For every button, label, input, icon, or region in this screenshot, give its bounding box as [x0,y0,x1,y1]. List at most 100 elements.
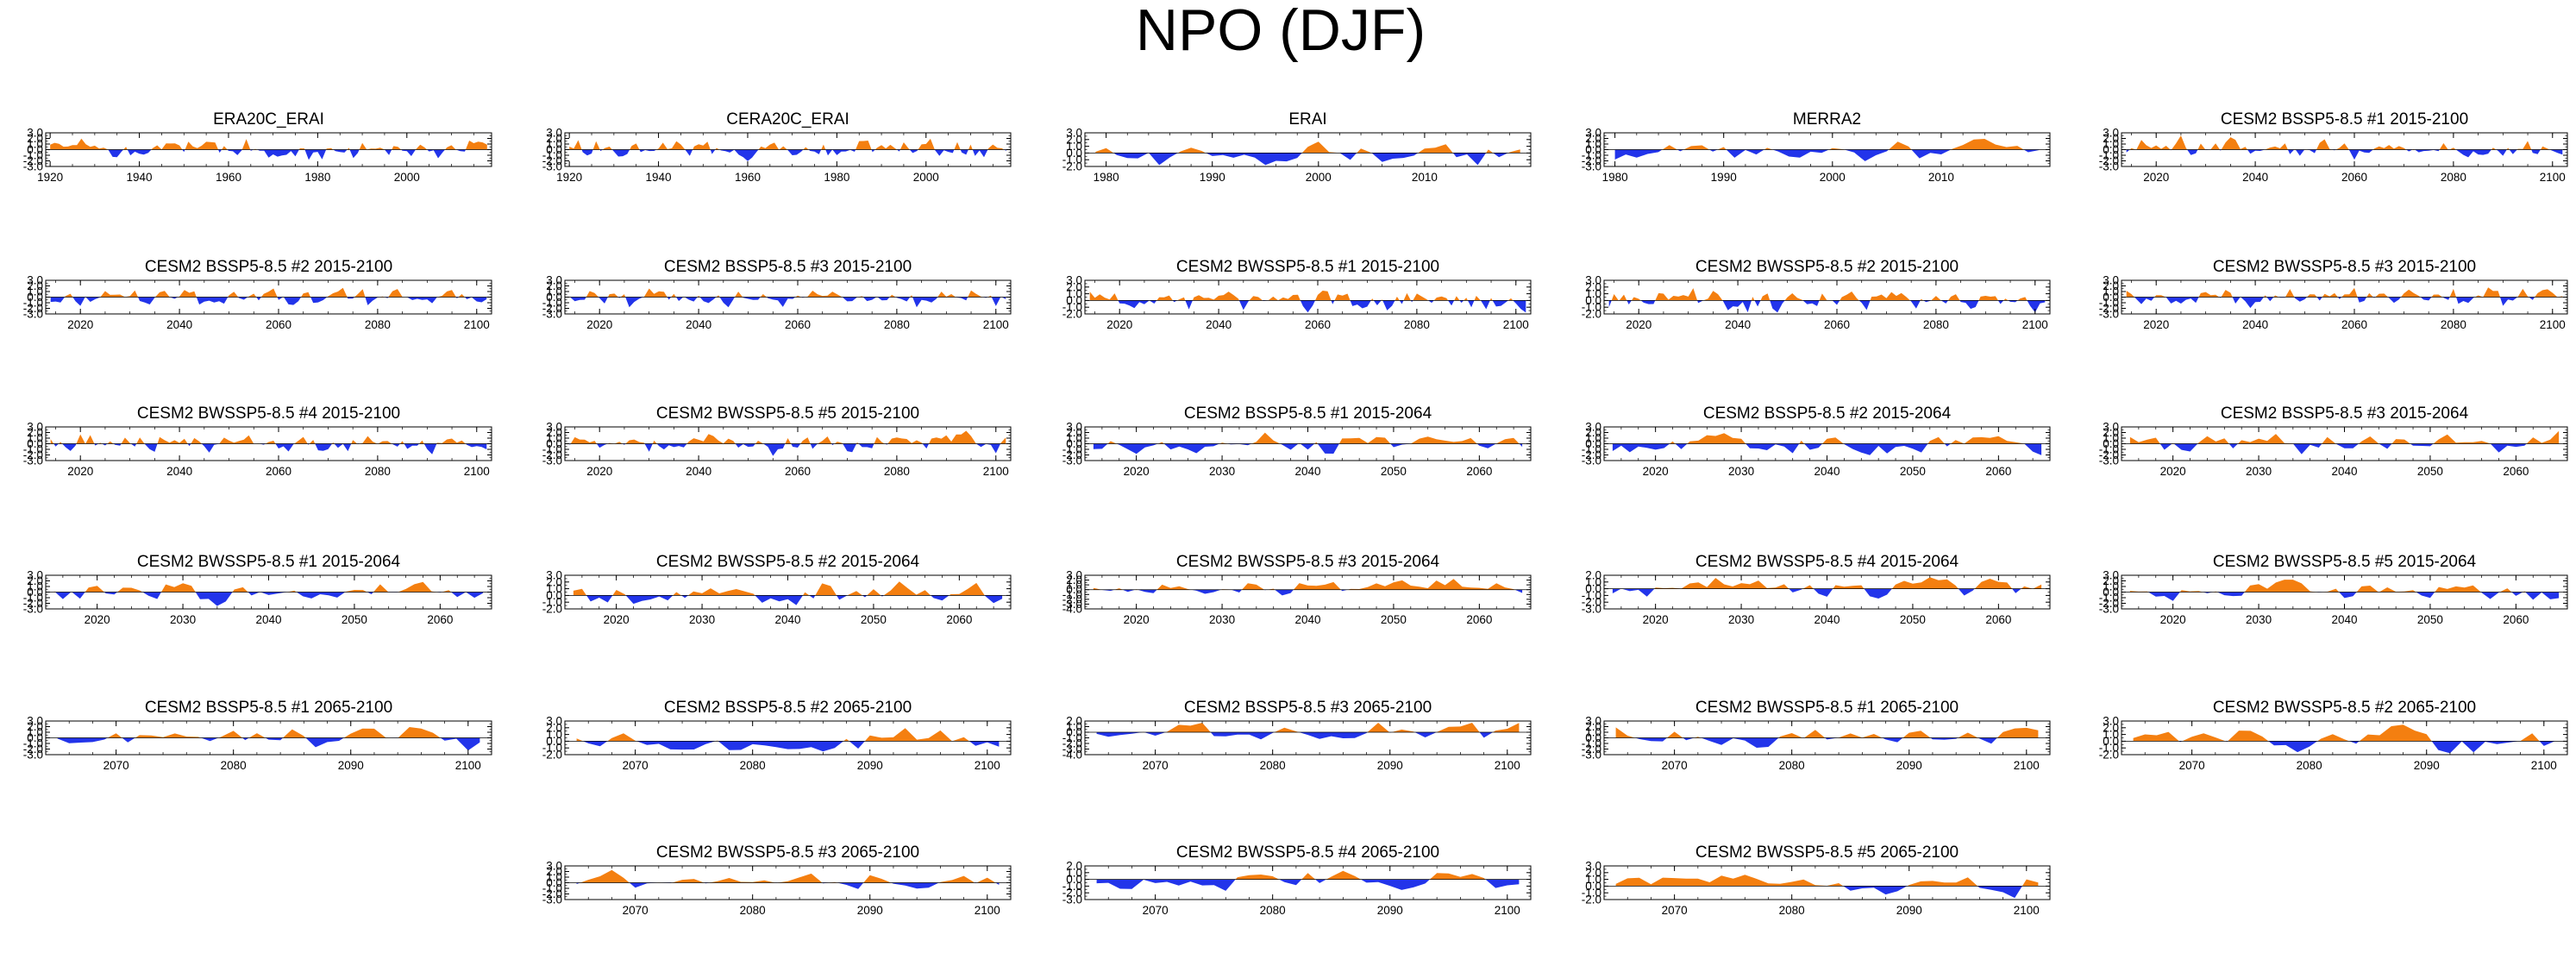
negative-area [53,592,484,606]
y-tick-label: -2.0 [23,302,43,315]
positive-area [2126,135,2563,150]
y-tick-label: 0.0 [2103,586,2119,599]
negative-area [1093,443,1523,455]
x-tick-label: 2040 [166,465,192,478]
y-tick-label: -3.0 [2099,308,2119,321]
x-tick-label: 2000 [1306,171,1332,184]
negative-area [2129,592,2560,601]
panel-18: CESM2 BWSSP5-8.5 #3 2015-2064 3.02.01.00.… [1062,553,1532,626]
negative-area [569,297,1006,308]
x-tick-label: 1940 [127,171,153,184]
y-tick-label: 1.0 [1585,873,1601,886]
x-tick-label: 2020 [1643,465,1669,478]
y-tick-label: -2.0 [1582,448,1601,461]
y-tick-label: 3.0 [27,569,43,582]
y-tick-label: 2.0 [546,132,562,145]
y-tick-label: 1.0 [1066,579,1082,592]
y-tick-label: 3.0 [27,127,43,140]
y-tick-label: 2.0 [1585,280,1601,293]
x-tick-label: 2020 [1626,318,1652,331]
y-tick-label: 1.0 [546,582,562,595]
y-tick-label: -2.0 [1062,448,1082,461]
panel-title: CESM2 BWSSP5-8.5 #2 2015-2100 [1695,258,1959,276]
y-tick-label: -1.0 [542,149,562,162]
y-tick-label: 3.0 [546,860,562,873]
y-tick-label: -3.0 [1582,160,1601,173]
x-tick-label: 2040 [1206,318,1232,331]
y-tick-label: 3.0 [546,421,562,434]
x-tick-label: 2060 [266,465,291,478]
y-tick-label: 1.0 [546,871,562,884]
y-tick-label: 1.0 [27,138,43,151]
y-tick-label: -1.0 [542,596,562,609]
panel-3: ERAI 3.02.01.00.0-1.0-2.0 1980 1990 2000 2010 [1062,110,1532,184]
x-tick-label: 2030 [1728,613,1754,626]
panel-28: CESM2 BWSSP5-8.5 #5 2065-2100 3.02.01.00.… [1582,843,2051,917]
y-tick-label: 3.0 [27,421,43,434]
x-tick-label: 1980 [1094,171,1119,184]
y-tick-label: 3.0 [546,127,562,140]
negative-area [1608,300,2046,313]
y-tick-label: -3.0 [1062,894,1082,906]
y-tick-label: 3.0 [1585,274,1601,287]
positive-area [1093,432,1523,444]
y-tick-label: 1.0 [1066,866,1082,879]
x-tick-label: 2060 [2341,171,2367,184]
x-tick-label: 1990 [1711,171,1737,184]
y-tick-label: -3.0 [542,455,562,467]
y-tick-label: -2.0 [23,597,43,610]
x-tick-label: 1960 [735,171,761,184]
y-tick-label: 2.0 [1066,133,1082,146]
x-tick-label: 2060 [2503,465,2529,478]
y-tick-label: -2.0 [1062,593,1082,605]
y-tick-label: 3.0 [27,715,43,728]
x-tick-label: 2020 [586,318,612,331]
panel-14: CESM2 BSSP5-8.5 #2 2015-2064 3.02.01.00.0… [1582,404,2051,478]
x-tick-label: 2020 [586,465,612,478]
negative-area [1100,589,1523,596]
y-tick-label: 2.0 [1066,860,1082,873]
y-tick-label: -1.0 [1582,149,1601,162]
y-tick-label: -3.0 [23,308,43,321]
y-tick-label: 2.0 [1066,715,1082,728]
x-tick-label: 2100 [2540,171,2566,184]
y-tick-label: 3.0 [2103,569,2119,582]
panel-title: CESM2 BWSSP5-8.5 #2 2065-2100 [2213,699,2476,717]
x-tick-label: 2020 [2143,171,2169,184]
y-tick-label: -3.0 [1582,455,1601,467]
panel-title: CESM2 BSSP5-8.5 #2 2015-2064 [1703,404,1952,423]
panel-22: CESM2 BSSP5-8.5 #2 2065-2100 3.02.01.00.0… [542,699,1012,772]
y-tick-label: -1.0 [23,297,43,310]
x-tick-label: 2040 [1814,465,1840,478]
negative-area [586,595,1003,605]
y-tick-label: -1.0 [1062,731,1082,744]
x-tick-label: 2080 [365,318,391,331]
y-tick-label: -3.0 [542,894,562,906]
x-tick-label: 2030 [1728,465,1754,478]
x-tick-label: 2060 [946,613,972,626]
plot-frame [2121,720,2568,756]
y-tick-label: -2.0 [1062,160,1082,173]
x-tick-label: 2020 [67,465,93,478]
y-tick-label: -1.0 [1582,737,1601,750]
y-tick-label: 1.0 [546,432,562,445]
x-tick-label: 2020 [2160,465,2186,478]
y-tick-label: 0.0 [546,876,562,889]
panel-2: CERA20C_ERAI 3.02.01.00.0-1.0-2.0-3.01920… [542,110,1012,184]
y-tick-label: 2.0 [27,574,43,587]
x-tick-label: 2080 [2441,171,2466,184]
x-tick-label: 2090 [1896,759,1922,772]
y-tick-label: 2.0 [1066,426,1082,439]
y-tick-label: 1.0 [27,285,43,298]
panel-title: CESM2 BSSP5-8.5 #3 2065-2100 [1184,699,1432,717]
y-tick-label: -3.0 [1582,749,1601,762]
y-tick-label: 3.0 [546,715,562,728]
positive-area [1096,870,1520,880]
x-tick-label: 2060 [1985,613,2011,626]
positive-area [1089,291,1514,301]
x-tick-label: 2020 [67,318,93,331]
panel-title: CESM2 BSSP5-8.5 #2 2015-2100 [145,258,392,276]
y-tick-label: -2.0 [1582,154,1601,167]
